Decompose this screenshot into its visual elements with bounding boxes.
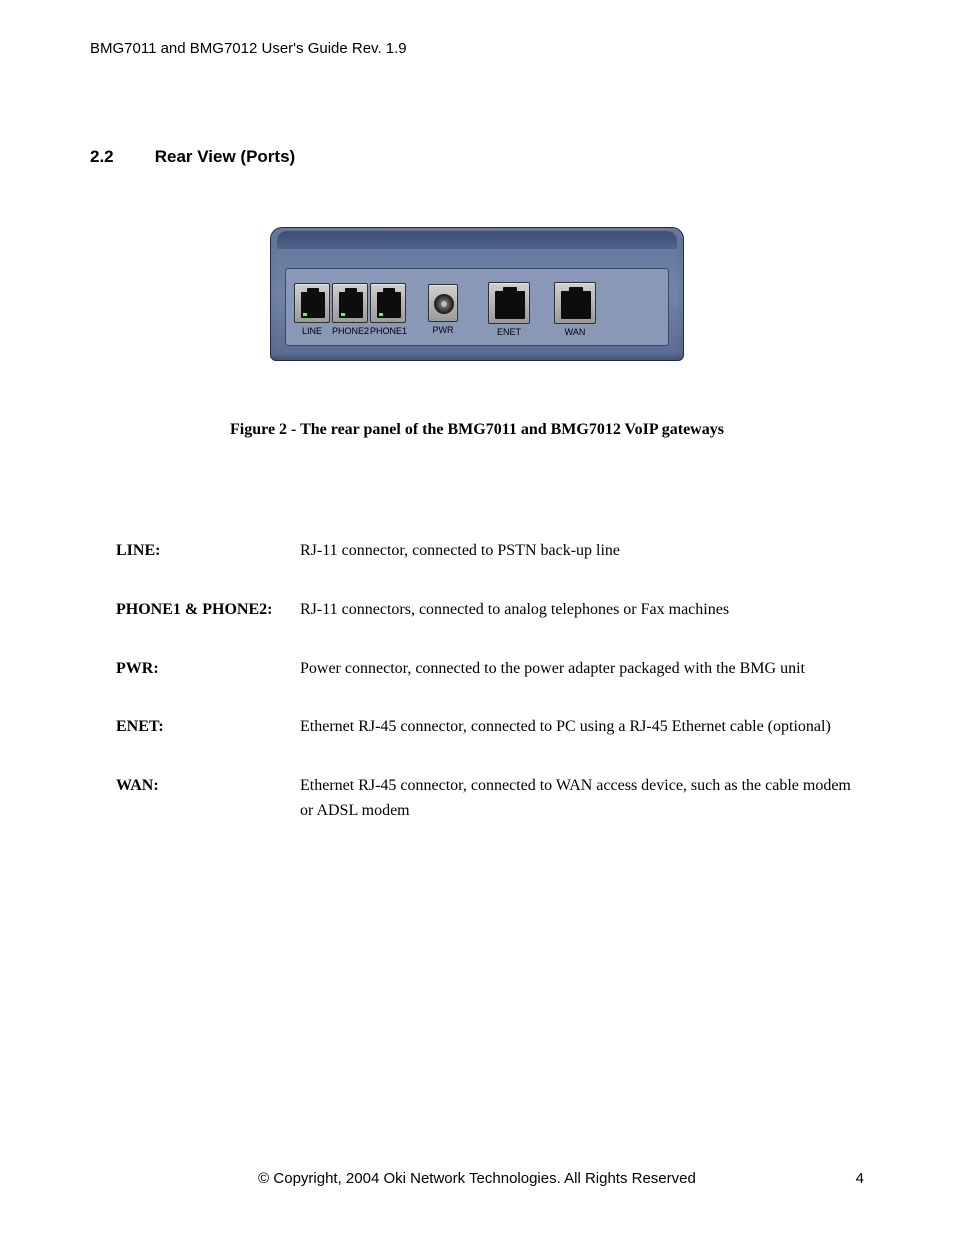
phone2-label: PHONE2 xyxy=(332,327,368,336)
device-top-lip xyxy=(277,231,677,249)
definition-row: LINE: RJ-11 connector, connected to PSTN… xyxy=(116,539,864,564)
def-term: PHONE1 & PHONE2: xyxy=(116,598,300,623)
pwr-port xyxy=(428,284,458,322)
phone1-port xyxy=(370,283,406,323)
phone1-label: PHONE1 xyxy=(370,327,406,336)
enet-label: ENET xyxy=(488,328,530,337)
def-desc: RJ-11 connectors, connected to analog te… xyxy=(300,598,864,623)
port-definitions: LINE: RJ-11 connector, connected to PSTN… xyxy=(116,539,864,824)
device-figure: LINE PHONE2 PHONE1 PWR xyxy=(90,227,864,361)
def-desc: Ethernet RJ-45 connector, connected to P… xyxy=(300,715,864,740)
figure-caption: Figure 2 - The rear panel of the BMG7011… xyxy=(90,421,864,439)
footer-page-number: 4 xyxy=(856,1170,864,1187)
section-heading: 2.2 Rear View (Ports) xyxy=(90,147,864,167)
def-desc: Power connector, connected to the power … xyxy=(300,657,864,682)
device-port-row: LINE PHONE2 PHONE1 PWR xyxy=(285,268,669,346)
def-desc: RJ-11 connector, connected to PSTN back-… xyxy=(300,539,864,564)
def-term: WAN: xyxy=(116,774,300,824)
wan-port xyxy=(554,282,596,324)
definition-row: PWR: Power connector, connected to the p… xyxy=(116,657,864,682)
device-rear-panel: LINE PHONE2 PHONE1 PWR xyxy=(270,227,684,361)
pwr-port-group: PWR xyxy=(428,284,458,335)
page-footer: © Copyright, 2004 Oki Network Technologi… xyxy=(90,1170,864,1187)
def-term: LINE: xyxy=(116,539,300,564)
def-desc: Ethernet RJ-45 connector, connected to W… xyxy=(300,774,864,824)
document-page: BMG7011 and BMG7012 User's Guide Rev. 1.… xyxy=(0,0,954,1235)
phone2-port xyxy=(332,283,368,323)
def-term: PWR: xyxy=(116,657,300,682)
footer-copyright: © Copyright, 2004 Oki Network Technologi… xyxy=(90,1170,864,1187)
wan-port-group: WAN xyxy=(554,282,596,337)
definition-row: WAN: Ethernet RJ-45 connector, connected… xyxy=(116,774,864,824)
line-label: LINE xyxy=(294,327,330,336)
header-title: BMG7011 and BMG7012 User's Guide Rev. 1.… xyxy=(90,40,407,57)
page-header: BMG7011 and BMG7012 User's Guide Rev. 1.… xyxy=(90,40,864,57)
rj11-port-group: LINE PHONE2 PHONE1 xyxy=(294,283,406,336)
definition-row: PHONE1 & PHONE2: RJ-11 connectors, conne… xyxy=(116,598,864,623)
enet-port xyxy=(488,282,530,324)
section-number: 2.2 xyxy=(90,147,150,167)
definition-row: ENET: Ethernet RJ-45 connector, connecte… xyxy=(116,715,864,740)
wan-label: WAN xyxy=(554,328,596,337)
line-port xyxy=(294,283,330,323)
pwr-label: PWR xyxy=(428,326,458,335)
section-title: Rear View (Ports) xyxy=(155,147,295,166)
enet-port-group: ENET xyxy=(488,282,530,337)
def-term: ENET: xyxy=(116,715,300,740)
